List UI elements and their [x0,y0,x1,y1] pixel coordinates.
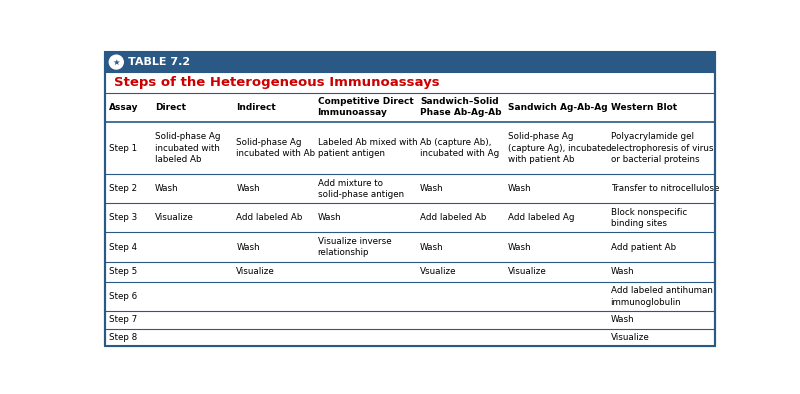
Text: Direct: Direct [155,103,186,112]
Text: Steps of the Heterogeneous Immunoassays: Steps of the Heterogeneous Immunoassays [114,76,439,89]
Bar [105,311,715,329]
Text: Wash: Wash [610,267,634,276]
Text: Step 8: Step 8 [110,333,138,342]
Text: Add mixture to
solid-phase antigen: Add mixture to solid-phase antigen [318,179,404,199]
Text: Sandwich–Solid
Phase Ab-Ag-Ab: Sandwich–Solid Phase Ab-Ag-Ab [420,97,502,117]
Bar [105,93,715,122]
Text: Ab (capture Ab),
incubated with Ag: Ab (capture Ab), incubated with Ag [420,138,499,158]
Bar [105,329,715,346]
Text: Step 2: Step 2 [110,184,138,193]
Text: Visualize: Visualize [155,214,194,222]
Bar [105,203,715,232]
Text: Block nonspecific
binding sites: Block nonspecific binding sites [610,208,687,228]
Text: Solid-phase Ag
(capture Ag), incubated
with patient Ab: Solid-phase Ag (capture Ag), incubated w… [508,132,612,164]
Text: Visualize: Visualize [508,267,547,276]
Text: Wash: Wash [420,243,443,251]
Text: Step 3: Step 3 [110,214,138,222]
Text: Visualize: Visualize [610,333,650,342]
Text: Vsualize: Vsualize [420,267,457,276]
Text: Wash: Wash [155,184,179,193]
Text: Transfer to nitrocellulose: Transfer to nitrocellulose [610,184,719,193]
Bar [105,52,715,72]
Text: Wash: Wash [610,315,634,324]
Text: Wash: Wash [508,184,532,193]
Text: Visualize: Visualize [236,267,275,276]
Text: Add labeled antihuman
immunoglobulin: Add labeled antihuman immunoglobulin [610,286,713,307]
Text: Add labeled Ag: Add labeled Ag [508,214,574,222]
Text: Add patient Ab: Add patient Ab [610,243,676,251]
Bar [105,122,715,174]
Text: Wash: Wash [508,243,532,251]
Text: Step 4: Step 4 [110,243,138,251]
Text: Step 5: Step 5 [110,267,138,276]
Text: Wash: Wash [236,243,260,251]
Text: Wash: Wash [318,214,341,222]
Bar [105,262,715,282]
Text: Western Blot: Western Blot [610,103,677,112]
Text: Solid-phase Ag
incubated with
labeled Ab: Solid-phase Ag incubated with labeled Ab [155,132,221,164]
Text: Sandwich Ag-Ab-Ag: Sandwich Ag-Ab-Ag [508,103,608,112]
Text: Assay: Assay [110,103,139,112]
Bar [105,232,715,262]
Text: Visualize inverse
relationship: Visualize inverse relationship [318,237,391,257]
Text: Indirect: Indirect [236,103,276,112]
Text: ★: ★ [113,58,120,67]
Text: Polyacrylamide gel
electrophoresis of virus
or bacterial proteins: Polyacrylamide gel electrophoresis of vi… [610,132,713,164]
Text: Wash: Wash [420,184,443,193]
Text: Labeled Ab mixed with
patient antigen: Labeled Ab mixed with patient antigen [318,138,417,158]
Text: Solid-phase Ag
incubated with Ab: Solid-phase Ag incubated with Ab [236,138,315,158]
Text: TABLE 7.2: TABLE 7.2 [128,57,190,67]
Text: Step 6: Step 6 [110,292,138,301]
Bar [105,174,715,203]
Text: Step 7: Step 7 [110,315,138,324]
Text: Wash: Wash [236,184,260,193]
Bar [105,72,715,93]
Text: Competitive Direct
Immunoassay: Competitive Direct Immunoassay [318,97,414,117]
Text: Add labeled Ab: Add labeled Ab [420,214,486,222]
Circle shape [110,55,123,69]
Bar [105,282,715,311]
Text: Step 1: Step 1 [110,143,138,152]
Text: Add labeled Ab: Add labeled Ab [236,214,302,222]
